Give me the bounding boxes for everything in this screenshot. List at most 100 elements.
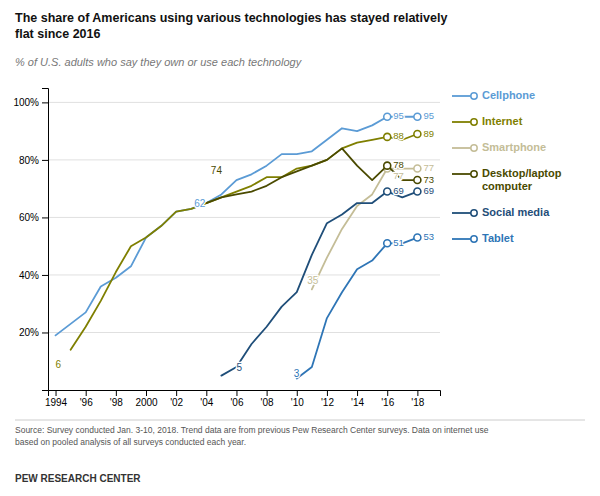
x-tick-label: '02 xyxy=(170,397,183,408)
grid-line xyxy=(48,159,440,160)
point-marker xyxy=(384,240,391,247)
grid-line xyxy=(48,102,440,103)
data-label: 69 xyxy=(423,185,434,196)
legend-label-line: Social media xyxy=(482,206,550,218)
annotation: 62 xyxy=(194,198,206,209)
source: Source: Survey conducted Jan. 3-10, 2018… xyxy=(15,425,489,447)
data-labels: 959588897777787369695153 xyxy=(393,110,434,248)
annotation: 6 xyxy=(56,359,62,370)
grid xyxy=(48,102,440,332)
point-marker xyxy=(414,188,421,195)
legend-marker xyxy=(471,210,477,216)
x-tick: '06 xyxy=(230,390,243,408)
x-tick-mark xyxy=(116,390,117,396)
y-tick: 40% xyxy=(19,270,48,281)
data-label: 78 xyxy=(393,159,404,170)
y-axis-line xyxy=(42,89,49,391)
y-tick-label: 100% xyxy=(13,97,39,108)
y-tick-label: 20% xyxy=(19,327,39,338)
annotation: 5 xyxy=(236,362,242,373)
legend-label-line: Tablet xyxy=(482,232,514,244)
grid-line xyxy=(48,274,440,275)
y-tick-label: 80% xyxy=(19,155,39,166)
x-tick-mark xyxy=(206,390,207,396)
y-tick-label: 60% xyxy=(19,212,39,223)
series-line xyxy=(56,117,418,336)
data-label: 88 xyxy=(393,130,404,141)
x-tick-label: '96 xyxy=(80,397,93,408)
title-line: flat since 2016 xyxy=(15,27,101,41)
y-tick-mark xyxy=(42,102,48,103)
x-tick-mark xyxy=(417,390,418,396)
y-tick: 60% xyxy=(19,212,48,223)
series-line xyxy=(221,192,417,376)
x-axis: 1994'96'982000'02'04'06'08'10'12'14'16'1… xyxy=(45,390,441,408)
legend-item: Desktop/laptopcomputer xyxy=(452,167,562,192)
data-label: 95 xyxy=(393,110,404,121)
point-marker xyxy=(384,113,391,120)
point-marker xyxy=(384,162,391,169)
x-tick-mark xyxy=(267,390,268,396)
point-marker xyxy=(414,177,421,184)
point-marker xyxy=(414,234,421,241)
legend-label: Smartphone xyxy=(482,141,546,153)
x-tick-label: '12 xyxy=(321,397,334,408)
point-marker xyxy=(414,165,421,172)
legend-label-line: Cellphone xyxy=(482,89,535,101)
x-tick: '04 xyxy=(200,390,213,408)
point-marker xyxy=(384,133,391,140)
annotations: 662743553 xyxy=(56,165,319,379)
legend-item: Internet xyxy=(452,115,523,127)
x-tick: '14 xyxy=(351,390,364,408)
x-tick: '16 xyxy=(381,390,394,408)
x-tick-label: '14 xyxy=(351,397,364,408)
x-tick-label: '08 xyxy=(261,397,274,408)
x-tick: '10 xyxy=(291,390,304,408)
x-tick-mark xyxy=(387,390,388,396)
data-label: 53 xyxy=(423,231,434,242)
series-line xyxy=(297,238,418,379)
x-tick-label: 2000 xyxy=(135,397,158,408)
legend-label-line: Smartphone xyxy=(482,141,546,153)
data-label: 89 xyxy=(423,128,434,139)
x-tick-label: '04 xyxy=(200,397,213,408)
annotation: 35 xyxy=(307,275,319,286)
legend-item: Cellphone xyxy=(452,89,535,101)
legend-marker xyxy=(471,119,477,125)
x-tick-mark xyxy=(146,390,147,396)
x-tick-label: '18 xyxy=(411,397,424,408)
legend: Cellphone Internet Smartphone Desktop/lapto… xyxy=(452,89,562,244)
series-line xyxy=(312,169,418,290)
legend-label: Tablet xyxy=(482,232,514,244)
data-label: 69 xyxy=(393,185,404,196)
data-label: 73 xyxy=(423,174,434,185)
x-tick-label: '06 xyxy=(230,397,243,408)
x-tick-mark xyxy=(327,390,328,396)
point-marker xyxy=(414,131,421,138)
series-line xyxy=(206,148,417,203)
x-tick: 2000 xyxy=(135,390,158,408)
legend-label: Desktop/laptopcomputer xyxy=(482,167,562,192)
branding: PEW RESEARCH CENTER xyxy=(15,473,141,484)
y-tick: 20% xyxy=(19,327,48,338)
x-tick: '96 xyxy=(80,390,93,408)
legend-item: Tablet xyxy=(452,232,514,244)
legend-label: Social media xyxy=(482,206,550,218)
source-line: based on pooled analysis of all surveys … xyxy=(15,437,246,447)
y-tick-mark xyxy=(42,332,48,333)
title-line: The share of Americans using various tec… xyxy=(15,11,447,25)
x-tick-mark xyxy=(236,390,237,396)
legend-label-line: Internet xyxy=(482,115,523,127)
legend-label-line: Desktop/laptop xyxy=(482,167,562,179)
y-tick-mark xyxy=(42,160,48,161)
grid-line xyxy=(48,217,440,218)
subtitle: % of U.S. adults who say they own or use… xyxy=(15,56,303,68)
x-tick-label: 1994 xyxy=(45,397,68,408)
data-label: 51 xyxy=(393,237,404,248)
legend-marker xyxy=(471,93,477,99)
y-tick-label: 40% xyxy=(19,270,39,281)
x-tick-mark xyxy=(297,390,298,396)
x-tick: '12 xyxy=(321,390,334,408)
series-line xyxy=(71,134,418,350)
legend-marker xyxy=(471,236,477,242)
